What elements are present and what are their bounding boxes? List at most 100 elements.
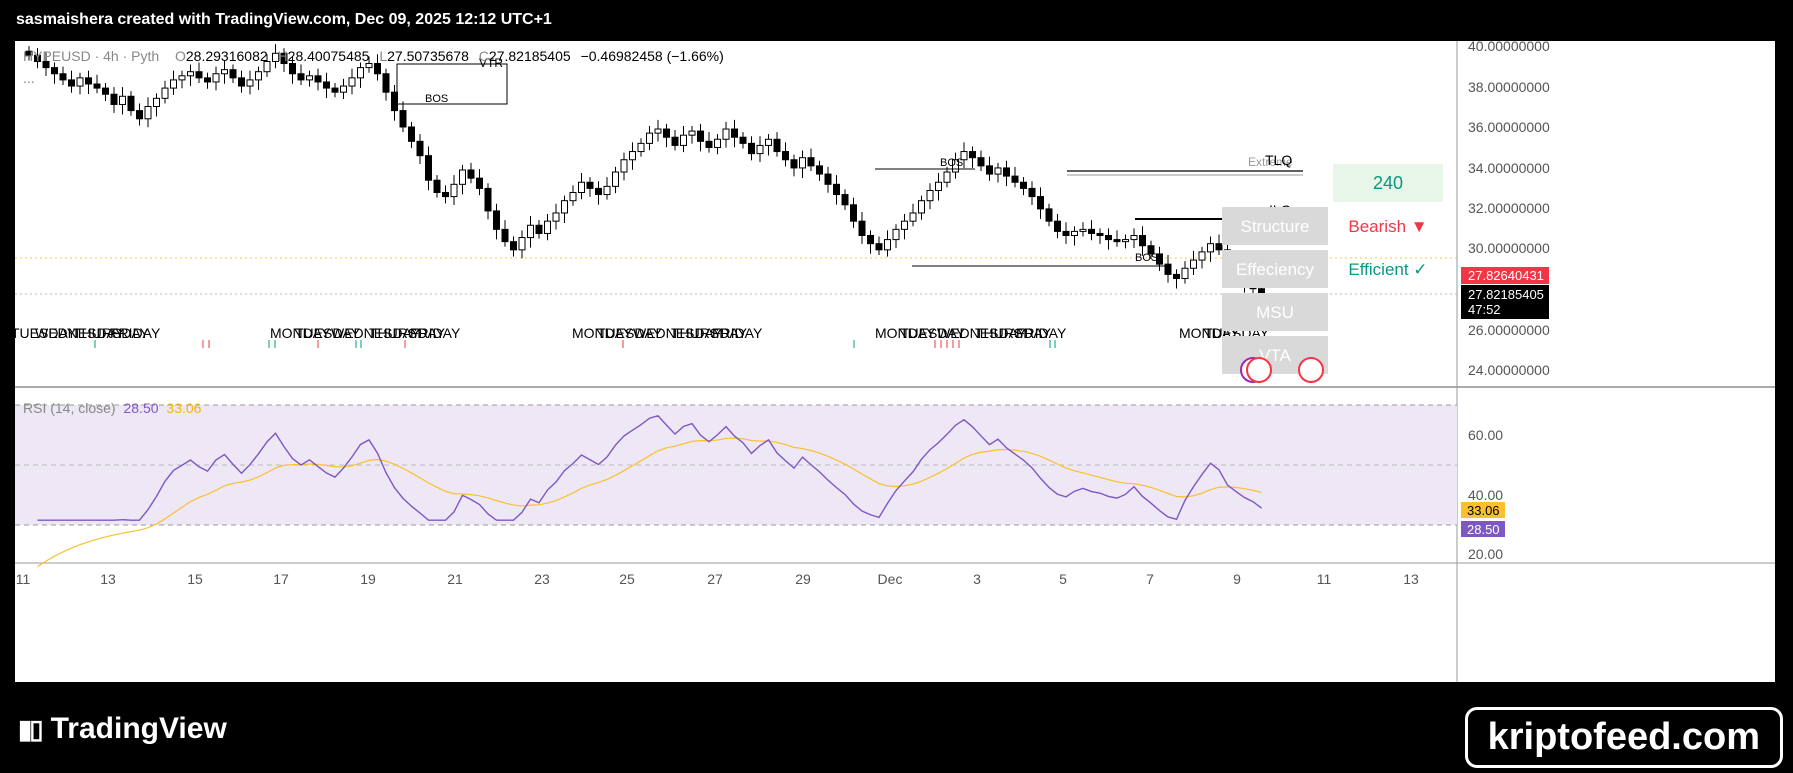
candle-body <box>646 132 653 144</box>
bos-label-1: BOS <box>425 93 448 105</box>
candle <box>187 64 194 86</box>
candle-body <box>59 73 67 81</box>
candle <box>994 162 1002 183</box>
structure-value: Bearish ▼ <box>1348 217 1427 236</box>
us-flag-icon[interactable] <box>1298 357 1324 383</box>
day-label: FRIDAY <box>110 325 161 341</box>
timeframe-value: 240 <box>1373 173 1403 193</box>
candle-body <box>986 165 993 175</box>
candle <box>1122 234 1129 249</box>
candle <box>646 125 653 151</box>
open-label: O <box>175 48 186 64</box>
candle-body <box>1198 251 1206 261</box>
candle-body <box>229 69 237 79</box>
candle <box>612 166 619 194</box>
candle-body <box>1147 245 1155 255</box>
price-pane[interactable] <box>15 41 1457 387</box>
candle <box>340 78 347 99</box>
candle <box>867 230 874 254</box>
candle-body <box>85 77 92 85</box>
us-flag-icon[interactable] <box>1246 357 1272 383</box>
close-label: C <box>479 48 489 64</box>
candle <box>824 166 832 193</box>
candle-body <box>331 87 339 93</box>
price-tick: 26.00000000 <box>1468 322 1550 338</box>
candle-body <box>1139 234 1146 247</box>
candle-body <box>960 151 968 161</box>
legend-more[interactable]: ... <box>23 70 35 86</box>
info-panel: 240 Structure Bearish ▼ Effeciency Effic… <box>1222 164 1443 383</box>
time-tick: 15 <box>187 571 203 587</box>
candle <box>459 164 466 195</box>
candle <box>1130 228 1138 248</box>
candle-body <box>807 157 815 167</box>
candle <box>875 236 883 255</box>
candle <box>450 175 458 205</box>
rsi-axis[interactable]: 60.00 40.00 20.00 33.06 28.50 <box>1461 427 1505 562</box>
candle-body <box>935 181 942 191</box>
day-label: WEDNESDAY <box>937 325 1027 341</box>
candle-body <box>680 134 687 146</box>
rsi-group <box>37 414 1262 568</box>
candle-body <box>51 67 58 75</box>
price-axis[interactable]: 40.00000000 38.00000000 36.00000000 34.0… <box>1461 38 1550 378</box>
candle <box>246 70 254 95</box>
candle <box>93 74 101 94</box>
price-tick: 30.00000000 <box>1468 240 1550 256</box>
candle <box>1190 250 1197 276</box>
high-value: 28.40075485 <box>288 48 370 64</box>
candle-body <box>1181 267 1189 279</box>
candle-body <box>892 228 900 241</box>
candle <box>731 119 738 148</box>
candle <box>484 183 492 220</box>
candle <box>323 72 330 99</box>
attribution-bar: sasmaishera created with TradingView.com… <box>0 0 1793 40</box>
bos-label-3: BOS <box>1135 252 1158 264</box>
candle-body <box>195 71 203 79</box>
ohlc-legend[interactable]: HYPEUSD · 4h · Pyth O28.29316082 H28.400… <box>23 48 724 86</box>
candle <box>901 214 908 240</box>
candle-body <box>161 87 169 99</box>
day-label: FRIDAY <box>410 325 461 341</box>
candle-body <box>170 79 177 89</box>
candle-body <box>136 110 143 120</box>
candle-body <box>408 126 415 142</box>
candle <box>807 148 815 172</box>
candle-body <box>535 224 543 234</box>
candle-body <box>722 128 730 140</box>
candle-body <box>263 60 271 73</box>
time-tick: 27 <box>707 571 723 587</box>
candle-body <box>901 220 908 230</box>
candle <box>637 138 645 157</box>
last-price-tag <box>1461 285 1549 319</box>
candle <box>518 230 526 259</box>
time-axis[interactable]: 11 13 15 17 19 21 23 25 27 29 Dec 3 5 7 9 11 13 <box>16 571 1419 587</box>
symbol-label[interactable]: HYPEUSD · 4h · Pyth <box>23 48 159 64</box>
day-label: MONDAY <box>572 325 633 341</box>
candle <box>314 68 322 91</box>
candle <box>892 224 900 248</box>
candle-body <box>1173 273 1180 279</box>
candle-body <box>493 210 500 230</box>
candle <box>1215 234 1223 255</box>
candle-body <box>1079 228 1087 232</box>
candle <box>969 146 976 168</box>
candle-body <box>280 52 288 65</box>
day-label: TUESDAY <box>295 325 361 341</box>
chart-container[interactable]: VTR BOS BOS BOS Extreme TLQ ILQ TUESDAYW… <box>11 38 1775 682</box>
candle-body <box>1088 228 1095 234</box>
candle <box>1181 261 1189 284</box>
candle <box>1045 203 1053 227</box>
candle-body <box>450 183 458 198</box>
candle <box>204 72 211 89</box>
candle <box>1105 228 1112 250</box>
candle <box>697 123 704 152</box>
candle-body <box>42 60 50 69</box>
candle-body <box>1045 208 1053 222</box>
candle-body <box>1130 234 1138 241</box>
chart-svg[interactable]: VTR BOS BOS BOS Extreme TLQ ILQ TUESDAYW… <box>11 38 1775 682</box>
candle <box>493 203 500 240</box>
candle <box>926 183 934 210</box>
candle <box>153 93 160 117</box>
day-label: TUESDAY <box>900 325 966 341</box>
